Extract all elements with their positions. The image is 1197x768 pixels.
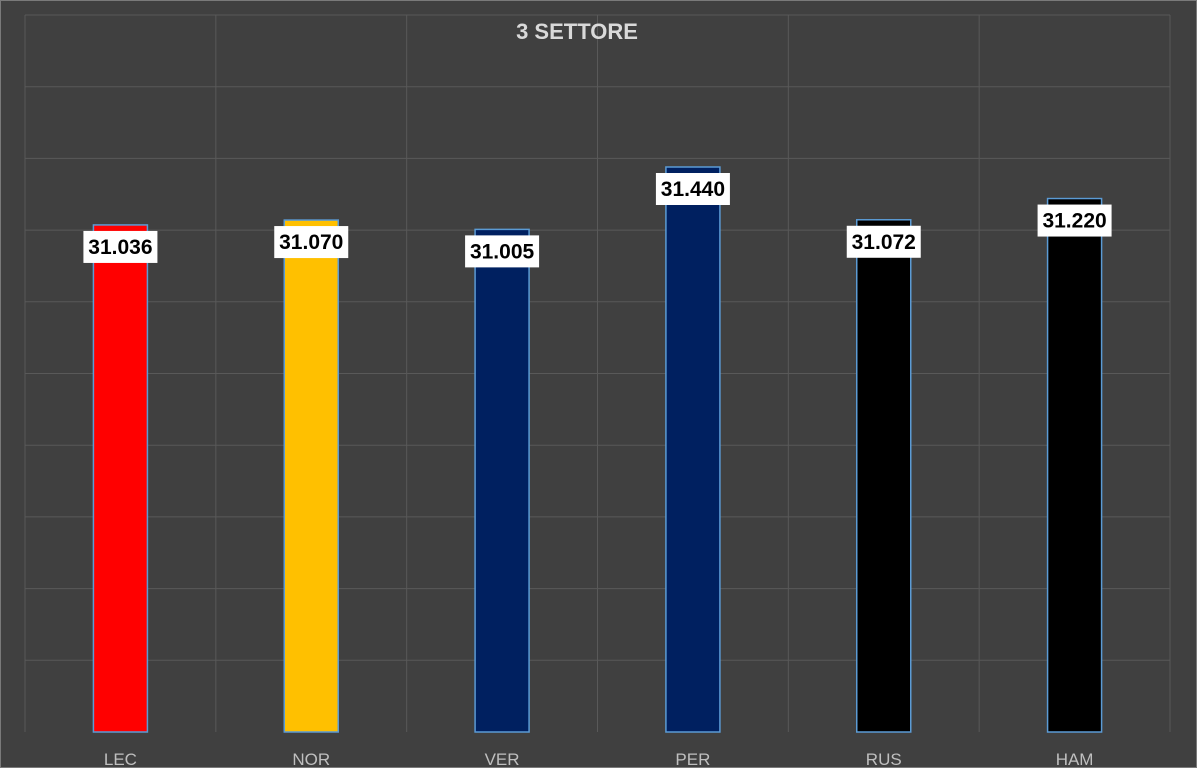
x-tick-labels: LEC NOR VER PER RUS HAM [104, 750, 1094, 767]
x-tick-label-nor: NOR [292, 750, 330, 767]
data-labels: 31.036 31.070 31.005 31.440 31.072 31.220 [83, 173, 1112, 268]
data-label-nor: 31.070 [279, 231, 343, 254]
data-label-box [465, 235, 540, 268]
data-label-box [1037, 204, 1112, 237]
gridlines [24, 14, 1171, 732]
data-label-box [655, 173, 730, 206]
data-label-box [83, 230, 158, 263]
bar-rus [856, 219, 912, 733]
data-label-ham: 31.220 [1042, 210, 1106, 233]
data-label-box [274, 226, 349, 259]
x-tick-label-lec: LEC [104, 750, 137, 767]
bar-per [665, 166, 721, 733]
data-label-per: 31.440 [661, 178, 725, 201]
x-tick-label-rus: RUS [866, 750, 902, 767]
chart-title: 3 SETTORE [516, 19, 638, 44]
data-label-ver: 31.005 [470, 240, 535, 263]
x-tick-label-ver: VER [485, 750, 520, 767]
data-label-lec: 31.036 [88, 236, 152, 259]
x-tick-label-ham: HAM [1056, 750, 1094, 767]
x-tick-label-per: PER [675, 750, 710, 767]
data-label-box [846, 225, 921, 258]
bar-ver [474, 228, 530, 733]
bars [92, 166, 1103, 733]
data-label-rus: 31.072 [852, 231, 916, 254]
bar-lec [92, 224, 149, 733]
bar-ham [1046, 197, 1103, 733]
bar-nor [283, 219, 339, 733]
